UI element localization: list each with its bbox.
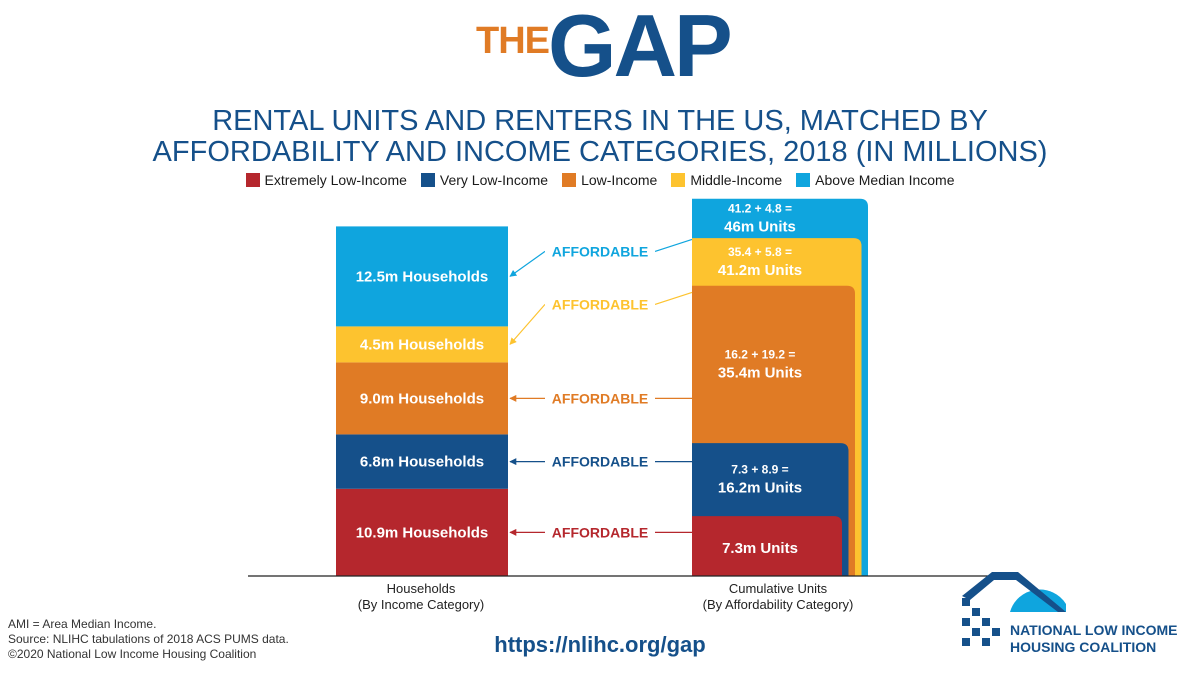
affordable-arrow	[509, 250, 546, 277]
footnote-source: Source: NLIHC tabulations of 2018 ACS PU…	[8, 632, 289, 646]
units-formula-label: 41.2 + 4.8 =	[728, 201, 792, 215]
units-bar-segment	[692, 516, 842, 576]
household-bar-segment	[336, 488, 508, 576]
legend-item-low: Low-Income	[562, 172, 657, 188]
legend-item-above-median: Above Median Income	[796, 172, 954, 188]
legend-swatch	[562, 173, 577, 187]
affordable-arrow	[509, 304, 546, 345]
affordable-label-bg	[545, 522, 655, 543]
legend-item-extremely-low: Extremely Low-Income	[245, 172, 407, 188]
affordable-label-bg	[545, 294, 655, 315]
org-name: NATIONAL LOW INCOME HOUSING COALITION	[1010, 622, 1177, 656]
legend-label: Very Low-Income	[439, 172, 549, 188]
affordable-label: AFFORDABLE	[552, 296, 648, 312]
household-segment-label: 10.9m Households	[356, 524, 489, 541]
affordable-label-bg	[545, 451, 655, 472]
org-name-line-2: HOUSING COALITION	[1010, 639, 1157, 655]
household-bar-segment	[336, 434, 508, 489]
affordable-arrow-line	[654, 238, 693, 252]
units-formula-label: 16.2 + 19.2 =	[725, 347, 796, 361]
households-axis-label-1: Households	[387, 581, 456, 596]
affordable-label-bg	[545, 388, 655, 409]
nlihc-logo-icon	[962, 572, 1066, 646]
affordable-arrow-line	[654, 291, 693, 305]
title-line-2: AFFORDABILITY AND INCOME CATEGORIES, 201…	[152, 136, 1048, 168]
affordable-label: AFFORDABLE	[552, 524, 648, 540]
household-bars: 10.9m Households 6.8m Households 9.0m Hous…	[336, 226, 508, 576]
legend-swatch	[420, 173, 435, 187]
units-value-label: 41.2m Units	[718, 262, 802, 279]
legend-swatch	[245, 173, 260, 187]
footnote-ami: AMI = Area Median Income.	[8, 617, 157, 631]
units-formula-label: 7.3 + 8.9 =	[731, 463, 788, 477]
affordable-label-bg	[545, 241, 655, 262]
units-value-label: 16.2m Units	[718, 480, 802, 497]
units-formula-label: 35.4 + 5.8 =	[728, 245, 792, 259]
household-bar-segment	[336, 326, 508, 363]
household-segment-label: 6.8m Households	[360, 454, 484, 471]
households-axis-label-2: (By Income Category)	[358, 597, 484, 612]
affordable-label: AFFORDABLE	[552, 390, 648, 406]
legend-label: Extremely Low-Income	[264, 172, 407, 188]
household-bar-segment	[336, 362, 508, 435]
legend-item-very-low: Very Low-Income	[420, 172, 549, 188]
url-link[interactable]: https://nlihc.org/gap	[494, 632, 706, 657]
units-value-label: 46m Units	[724, 218, 796, 235]
legend-item-middle: Middle-Income	[671, 172, 782, 188]
org-name-line-1: NATIONAL LOW INCOME	[1010, 622, 1178, 638]
logo-the: THE	[476, 20, 550, 62]
units-bars: 7.3m Units 7.3 + 8.9 = 16.2m Units 16.2 + 1…	[692, 198, 868, 577]
units-axis-label-2: (By Affordability Category)	[703, 597, 854, 612]
legend-label: Low-Income	[581, 172, 658, 188]
affordable-label: AFFORDABLE	[552, 454, 648, 470]
affordable-arrows: AFFORDABLE AFFORDABLE AFFORDABLE AFFORDABLE…	[509, 238, 693, 543]
legend-swatch	[671, 173, 686, 187]
title-line-1: RENTAL UNITS AND RENTERS IN THE US, MATC…	[212, 105, 988, 137]
units-value-label: 7.3m Units	[722, 540, 798, 557]
legend: Extremely Low-Income Very Low-Income Low…	[0, 172, 1200, 188]
household-segment-label: 12.5m Households	[356, 268, 489, 285]
household-bar-segment	[336, 226, 508, 327]
units-value-label: 35.4m Units	[718, 364, 802, 381]
footnote-copyright: ©2020 National Low Income Housing Coalit…	[8, 647, 257, 661]
logo-gap: GAP	[548, 0, 733, 95]
legend-label: Middle-Income	[690, 172, 783, 188]
legend-label: Above Median Income	[815, 172, 955, 188]
units-axis-label-1: Cumulative Units	[729, 581, 828, 596]
affordable-label: AFFORDABLE	[552, 243, 648, 259]
chart-title: RENTAL UNITS AND RENTERS IN THE US, MATC…	[0, 106, 1200, 168]
household-segment-label: 4.5m Households	[360, 336, 484, 353]
household-segment-label: 9.0m Households	[360, 390, 484, 407]
legend-swatch	[796, 173, 811, 187]
